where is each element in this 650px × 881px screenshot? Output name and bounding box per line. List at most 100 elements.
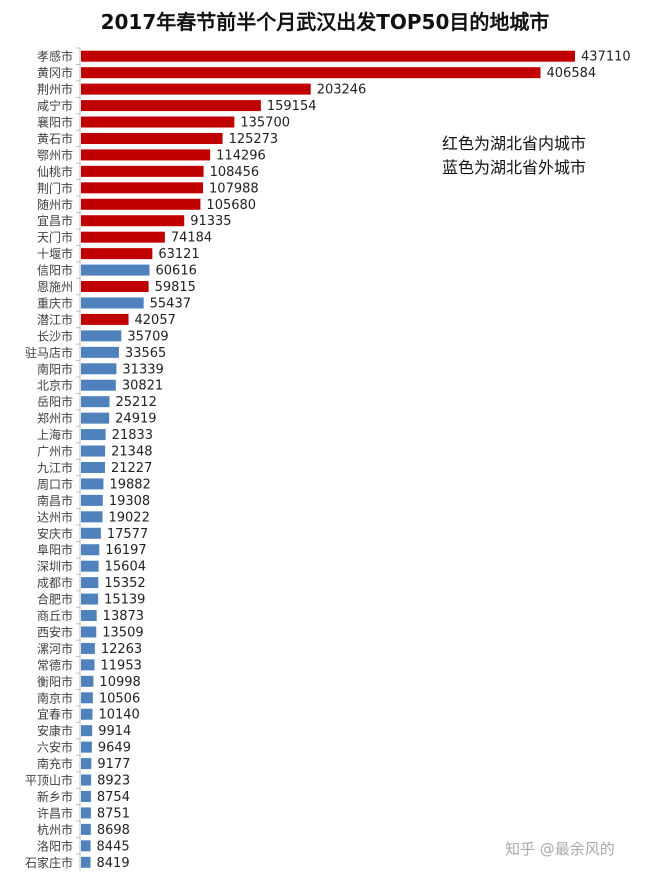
bar <box>81 264 150 276</box>
value-label: 203246 <box>317 83 367 98</box>
value-label: 125273 <box>229 132 279 147</box>
value-label: 10140 <box>98 708 139 723</box>
bar <box>81 231 165 243</box>
value-label: 21833 <box>112 428 153 443</box>
bar <box>81 807 91 819</box>
category-label: 南充市 <box>37 756 73 771</box>
category-label: 洛阳市 <box>37 838 73 853</box>
category-label: 达州市 <box>37 509 73 524</box>
bar <box>81 363 117 375</box>
category-label: 西安市 <box>37 624 73 639</box>
value-label: 11953 <box>101 658 142 673</box>
bar <box>81 675 94 687</box>
category-label: 周口市 <box>37 476 73 491</box>
legend-inside-hubei: 红色为湖北省内城市 <box>442 134 587 153</box>
bar <box>81 593 99 605</box>
value-label: 13509 <box>102 625 143 640</box>
value-label: 135700 <box>240 116 290 131</box>
bar <box>81 67 541 79</box>
bar <box>81 379 116 391</box>
category-label: 黄冈市 <box>37 65 73 80</box>
value-label: 30821 <box>122 379 163 394</box>
value-label: 8751 <box>97 806 130 821</box>
value-label: 35709 <box>127 329 168 344</box>
bar <box>81 132 223 144</box>
bar <box>81 149 211 161</box>
category-label: 恩施州 <box>37 280 73 294</box>
value-label: 19308 <box>109 494 150 509</box>
value-label: 19882 <box>109 477 150 492</box>
category-label: 岳阳市 <box>37 394 73 409</box>
bar <box>81 790 91 802</box>
value-label: 8419 <box>97 856 130 871</box>
category-label: 南昌市 <box>37 493 73 508</box>
bar <box>81 478 104 490</box>
value-label: 15139 <box>104 593 145 608</box>
value-label: 21227 <box>111 461 152 476</box>
legend-outside-hubei: 蓝色为湖北省外城市 <box>442 158 587 177</box>
bar <box>81 297 144 309</box>
category-label: 十堰市 <box>37 246 73 261</box>
category-label: 安康市 <box>37 723 73 738</box>
value-label: 25212 <box>115 395 156 410</box>
bar <box>81 741 92 753</box>
bar <box>81 610 97 622</box>
category-label: 驻马店市 <box>25 345 73 360</box>
category-label: 常德市 <box>37 657 73 672</box>
value-label: 63121 <box>158 247 199 262</box>
category-label: 荆州市 <box>37 82 73 97</box>
category-label: 平顶山市 <box>25 773 73 788</box>
value-label: 10506 <box>99 691 140 706</box>
value-label: 8445 <box>97 839 130 854</box>
bar <box>81 281 149 293</box>
category-label: 九江市 <box>37 460 73 475</box>
category-label: 咸宁市 <box>37 98 73 113</box>
bar <box>81 50 575 62</box>
bar <box>81 346 119 358</box>
value-label: 9914 <box>98 724 131 739</box>
category-label: 衡阳市 <box>37 674 73 689</box>
value-label: 31339 <box>122 362 163 377</box>
value-label: 24919 <box>115 412 156 427</box>
bar <box>81 182 204 194</box>
bar <box>81 116 235 128</box>
legend: 红色为湖北省内城市 蓝色为湖北省外城市 <box>442 132 586 180</box>
bar <box>81 758 92 770</box>
bar <box>81 725 93 737</box>
value-label: 17577 <box>107 527 148 542</box>
category-label: 重庆市 <box>37 295 73 310</box>
bar <box>81 396 110 408</box>
value-label: 60616 <box>156 264 197 279</box>
category-label: 许昌市 <box>37 805 73 820</box>
category-label: 成都市 <box>37 575 73 590</box>
value-label: 12263 <box>101 642 142 657</box>
value-label: 33565 <box>125 346 166 361</box>
category-label: 南京市 <box>37 690 73 705</box>
value-label: 114296 <box>216 148 266 163</box>
bar <box>81 626 97 638</box>
bar <box>81 774 92 786</box>
category-label: 黄石市 <box>37 131 73 146</box>
value-label: 91335 <box>190 214 231 229</box>
category-label: 鄂州市 <box>37 147 73 162</box>
category-label: 郑州市 <box>37 411 73 426</box>
category-label: 阜阳市 <box>37 542 73 557</box>
value-label: 8698 <box>97 823 130 838</box>
value-label: 9177 <box>97 757 130 772</box>
category-label: 襄阳市 <box>37 115 73 130</box>
value-label: 437110 <box>581 50 631 65</box>
value-label: 107988 <box>209 181 259 196</box>
value-label: 55437 <box>150 296 191 311</box>
bar <box>81 856 91 868</box>
bar <box>81 83 311 95</box>
category-label: 南阳市 <box>37 361 73 376</box>
value-label: 105680 <box>206 198 256 213</box>
category-label: 荆门市 <box>37 180 73 195</box>
category-label: 石家庄市 <box>25 855 73 870</box>
bar <box>81 165 204 177</box>
category-label: 深圳市 <box>37 559 73 574</box>
value-label: 42057 <box>135 313 176 328</box>
value-label: 13873 <box>103 609 144 624</box>
bar <box>81 642 95 654</box>
